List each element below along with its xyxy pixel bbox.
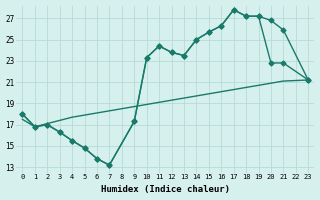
X-axis label: Humidex (Indice chaleur): Humidex (Indice chaleur) <box>101 185 230 194</box>
